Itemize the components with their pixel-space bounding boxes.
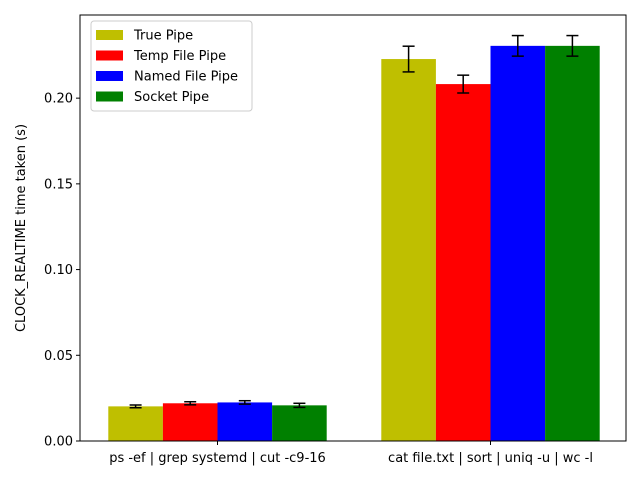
legend-label-temp-file-pipe: Temp File Pipe [133,49,226,64]
legend-label-socket-pipe: Socket Pipe [134,90,209,105]
legend-box [90,20,253,112]
error-bar-socket-pipe-1 [566,34,579,57]
y-tick-label: 0.00 [44,435,73,450]
x-tick-label: cat file.txt | sort | uniq -u | wc -l [388,451,593,466]
error-bar-temp-file-pipe-1 [457,74,470,94]
legend: True Pipe Temp File Pipe Named File Pipe So… [90,20,253,112]
legend-label-true-pipe: True Pipe [133,29,193,44]
y-tick-label: 0.20 [44,92,73,107]
x-tick-label: ps -ef | grep systemd | cut -c9-16 [109,451,326,466]
error-bar-named-file-pipe-0 [238,399,251,405]
bar-true-pipe-1 [381,59,436,442]
y-axis: 0.00 0.05 0.10 0.15 0.20 [44,92,80,450]
bars-layer [108,45,600,442]
legend-swatch-socket-pipe [96,91,123,102]
legend-label-named-file-pipe: Named File Pipe [134,70,238,85]
error-bar-true-pipe-0 [129,404,142,409]
y-tick-label: 0.15 [44,177,73,192]
error-bar-socket-pipe-0 [293,402,306,409]
error-bar-named-file-pipe-1 [511,34,524,57]
bar-temp-file-pipe-0 [162,403,218,441]
x-axis: ps -ef | grep systemd | cut -c9-16 cat fi… [109,441,593,466]
legend-swatch-temp-file-pipe [96,50,123,61]
bar-named-file-pipe-1 [490,45,546,441]
error-bar-temp-file-pipe-0 [184,400,197,406]
y-tick-label: 0.10 [44,263,73,278]
bar-true-pipe-0 [108,406,163,441]
legend-swatch-true-pipe [96,30,123,40]
bar-temp-file-pipe-1 [435,84,491,441]
error-bars-layer [129,34,579,409]
legend-swatch-named-file-pipe [96,71,123,81]
y-axis-label: CLOCK_REALTIME time taken (s) [14,124,29,332]
plot-frame [79,14,627,442]
bar-socket-pipe-0 [272,405,327,441]
error-bar-true-pipe-1 [402,45,415,73]
bar-socket-pipe-1 [545,45,600,441]
bar-named-file-pipe-0 [217,402,273,441]
y-tick-label: 0.05 [44,349,73,364]
